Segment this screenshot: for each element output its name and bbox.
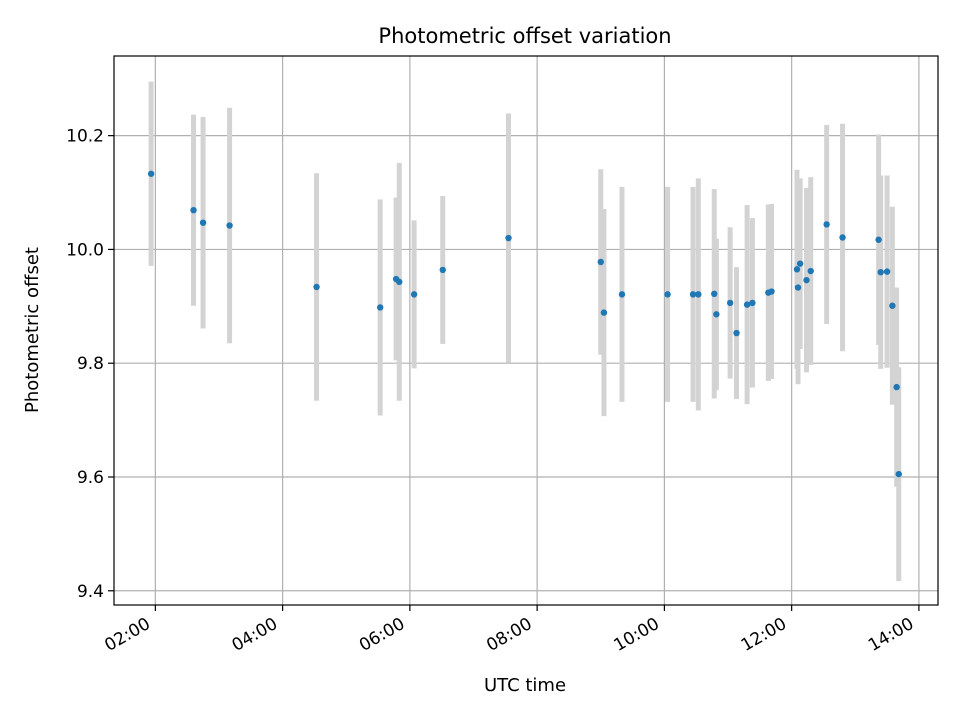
grid <box>114 56 938 605</box>
data-point <box>793 266 801 273</box>
data-point <box>597 258 604 266</box>
y-tick-label: 9.6 <box>77 468 104 488</box>
data-point <box>689 291 697 298</box>
y-tick-label: 9.4 <box>77 582 104 602</box>
data-point <box>823 221 830 228</box>
y-tick-label: 9.8 <box>77 354 104 374</box>
data-point <box>883 268 891 275</box>
data-point <box>439 266 446 274</box>
chart-title: Photometric offset variation <box>378 24 671 48</box>
data-point <box>893 383 900 391</box>
data-point <box>875 236 882 243</box>
y-tick-label: 10.2 <box>66 127 104 147</box>
data-point <box>147 170 155 177</box>
x-axis-label: UTC time <box>484 675 566 696</box>
data-point <box>895 470 902 478</box>
data-point <box>794 284 802 291</box>
y-tick-label: 10.0 <box>66 240 104 260</box>
data-point <box>226 222 233 229</box>
data-point <box>695 291 702 298</box>
data-points <box>147 170 902 478</box>
data-point <box>190 206 197 214</box>
data-point <box>807 267 814 275</box>
data-point <box>726 299 734 307</box>
data-point <box>410 291 418 298</box>
data-point <box>618 291 626 298</box>
data-point <box>749 299 756 307</box>
data-point <box>733 329 740 337</box>
data-point <box>713 311 720 318</box>
data-point <box>711 290 718 298</box>
data-point <box>796 260 804 267</box>
data-point <box>313 283 320 291</box>
data-point <box>664 291 671 298</box>
data-point <box>803 276 810 284</box>
data-point <box>376 304 384 311</box>
data-point <box>396 278 403 286</box>
data-point <box>889 302 896 309</box>
data-point <box>199 219 207 226</box>
data-point <box>768 288 775 295</box>
data-point <box>877 268 884 276</box>
y-axis-ticks: 9.4 9.6 9.8 10.0 10.2 <box>66 127 114 602</box>
plot-frame <box>113 55 939 606</box>
data-point <box>743 301 751 308</box>
y-axis-label: Photometric offset <box>22 247 43 413</box>
data-point <box>600 309 608 316</box>
data-point <box>505 234 512 242</box>
data-point <box>839 234 846 241</box>
